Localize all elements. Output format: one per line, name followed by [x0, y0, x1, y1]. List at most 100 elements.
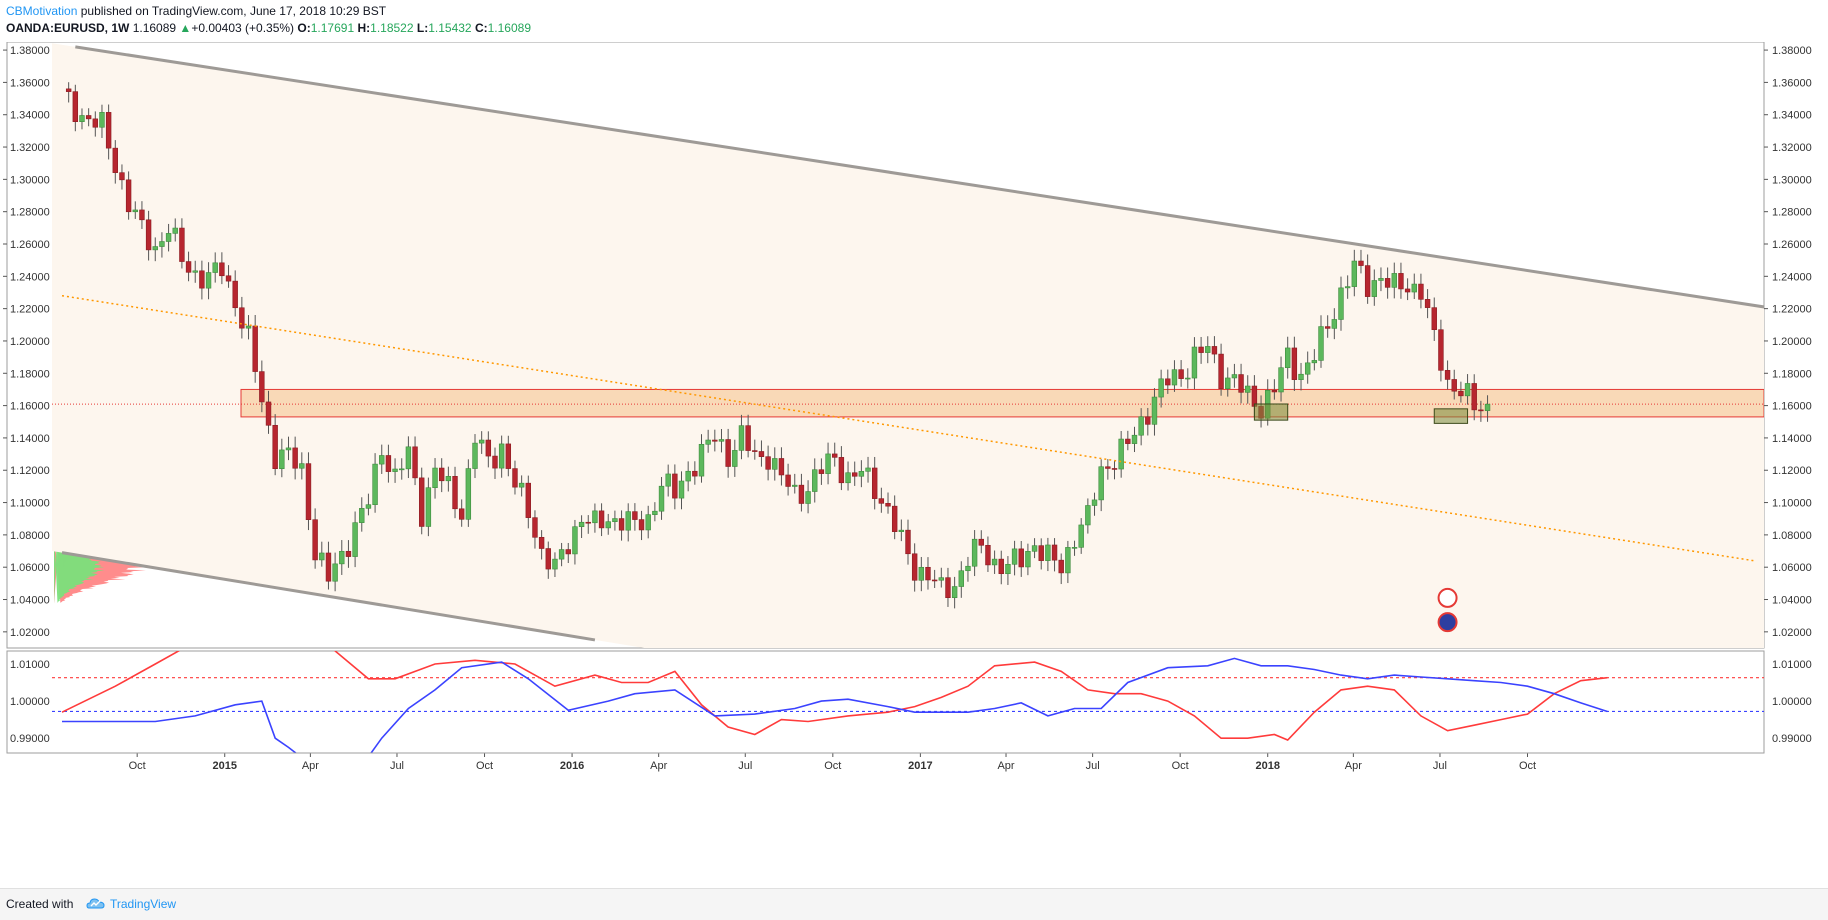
low-value: 1.15432 — [428, 21, 472, 35]
price-tick-label-left: 1.26000 — [10, 239, 50, 251]
candle-body — [492, 455, 498, 469]
candle-body — [392, 468, 398, 472]
osc-tick-label-right: 0.99000 — [1772, 733, 1812, 745]
price-tick-label-right: 1.06000 — [1772, 562, 1812, 574]
candle-body — [758, 451, 765, 457]
chart-header: CBMotivation published on TradingView.co… — [0, 0, 1828, 42]
osc-tick-label-left: 1.00000 — [10, 696, 50, 708]
candle-body — [412, 446, 418, 479]
candle-body — [205, 272, 212, 289]
candle-body — [918, 566, 925, 581]
candle-body — [618, 518, 625, 531]
candle-body — [785, 474, 791, 487]
candle-body — [1391, 273, 1397, 288]
candle-body — [1344, 286, 1351, 289]
candle-body — [905, 529, 911, 555]
candle-body — [951, 586, 958, 598]
price-tick-label-right: 1.30000 — [1772, 174, 1812, 186]
time-tick-label: 2017 — [908, 760, 932, 772]
candle-body — [1065, 547, 1071, 574]
candle-body — [665, 473, 671, 487]
channel-group — [52, 43, 1764, 648]
candle-body — [891, 505, 898, 532]
candle-body — [805, 491, 811, 504]
candle-body — [585, 521, 591, 524]
candle-body — [931, 579, 938, 582]
tradingview-brand-link[interactable]: TradingView — [110, 897, 177, 911]
candle-body — [958, 570, 964, 587]
candle-body — [1151, 396, 1158, 425]
oscillator-series — [62, 657, 1608, 753]
candle-body — [405, 446, 412, 470]
candle-body — [1165, 378, 1171, 386]
candle-body — [552, 558, 558, 570]
candle-body — [165, 233, 172, 242]
candle-body — [765, 456, 771, 470]
candle-body — [445, 476, 452, 482]
candle-body — [299, 463, 305, 469]
chart-area[interactable]: 1.38000 1.38000 1.36000 1.36000 1.34000 1.340… — [0, 42, 1828, 888]
price-tick-label-right: 1.14000 — [1772, 433, 1812, 445]
candle-body — [1018, 548, 1024, 568]
candle-body — [1298, 373, 1304, 380]
candle-body — [525, 482, 531, 518]
candle-body — [79, 115, 85, 122]
candle-body — [858, 471, 865, 477]
candle-body — [1025, 551, 1031, 568]
candle-body — [292, 447, 298, 469]
candle-body — [1231, 374, 1238, 379]
candle-body — [1218, 353, 1224, 389]
candle-body — [185, 261, 192, 273]
author-link[interactable]: CBMotivation — [6, 4, 78, 18]
candle-body — [1291, 347, 1298, 380]
candle-body — [1404, 288, 1411, 293]
time-tick-label: Oct — [1172, 760, 1189, 772]
close-value: 1.16089 — [487, 21, 532, 35]
candle-body — [179, 227, 185, 262]
drawings-front — [61, 45, 1764, 642]
price-tick-label-left: 1.12000 — [10, 465, 50, 477]
candle-body — [1211, 346, 1218, 355]
candlestick-series — [65, 82, 1491, 609]
time-tick-label: Oct — [476, 760, 493, 772]
candle-body — [518, 482, 525, 488]
candle-body — [1278, 367, 1284, 393]
candle-body — [1131, 434, 1138, 444]
symbol-line: OANDA:EURUSD, 1W 1.16089 ▲+0.00403 (+0.3… — [6, 21, 531, 35]
candle-body — [1058, 559, 1064, 574]
candle-body — [1464, 383, 1471, 397]
candle-body — [199, 270, 205, 289]
candle-body — [1304, 362, 1311, 375]
candle-body — [279, 449, 285, 470]
candle-body — [365, 504, 372, 509]
drawings-back — [52, 43, 1764, 648]
candle-body — [878, 498, 885, 504]
price-tick-label-left: 1.24000 — [10, 271, 50, 283]
candle-body — [139, 209, 145, 221]
time-tick-label: Jul — [738, 760, 752, 772]
footer-bar: Created with TradingView — [0, 888, 1828, 920]
time-tick-label: Jul — [390, 760, 404, 772]
support-resistance-zone — [240, 388, 1764, 418]
candle-body — [1138, 416, 1144, 436]
candle-body — [245, 325, 252, 329]
candle-body — [885, 503, 891, 507]
candle-body — [125, 179, 132, 213]
axes: 1.38000 1.38000 1.36000 1.36000 1.34000 1.340… — [3, 45, 1812, 772]
candle-body — [345, 550, 352, 557]
candle-body — [832, 453, 838, 458]
candle-body — [818, 469, 825, 474]
price-tick-label-right: 1.18000 — [1772, 368, 1812, 380]
candle-body — [1371, 280, 1377, 297]
price-tick-label-right: 1.32000 — [1772, 142, 1812, 154]
candle-body — [285, 447, 292, 451]
price-tick-label-left: 1.14000 — [10, 433, 50, 445]
candle-body — [605, 521, 611, 529]
tradingview-cloud-icon — [86, 898, 105, 909]
candle-body — [925, 566, 931, 581]
price-tick-label-right: 1.20000 — [1772, 336, 1812, 348]
candle-body — [339, 550, 345, 565]
candle-body — [472, 442, 478, 469]
open-label: O: — [297, 21, 311, 35]
oscillator-lines — [52, 651, 1764, 753]
